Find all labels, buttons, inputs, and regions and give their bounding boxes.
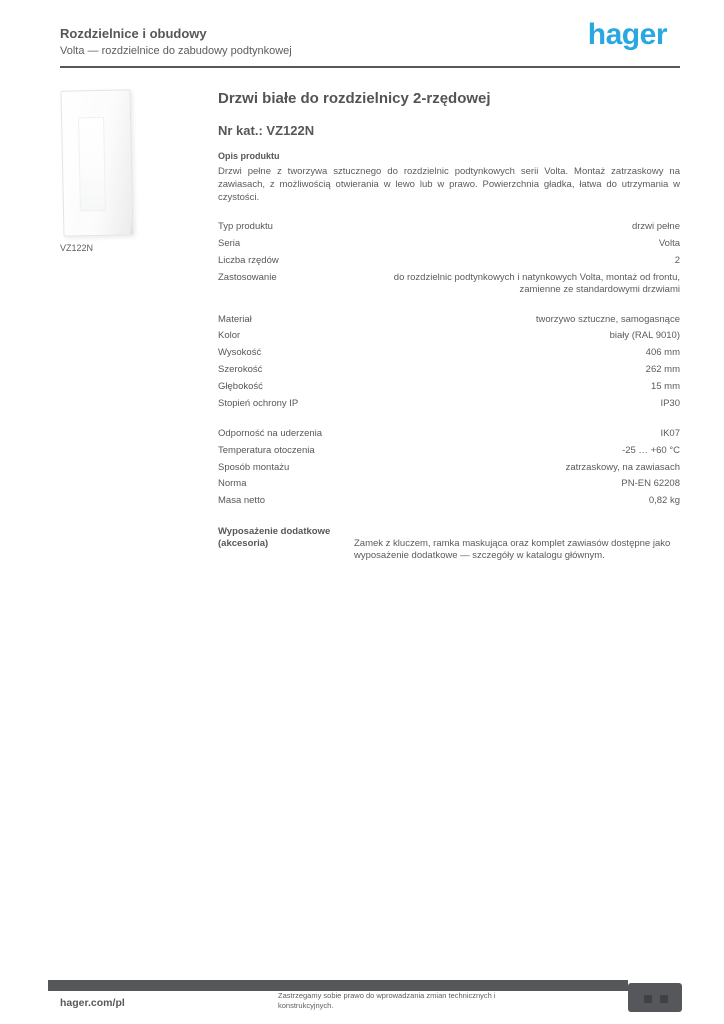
footer-website-link[interactable]: hager.com/pl — [60, 997, 125, 1009]
spec-value: biały (RAL 9010) — [609, 330, 680, 342]
spec-row: Kolor biały (RAL 9010) — [218, 328, 680, 345]
spec-label: Kolor — [218, 330, 241, 342]
spec-row: Wysokość 406 mm — [218, 345, 680, 362]
spec-value: 0,82 kg — [648, 495, 680, 507]
spec-value: do rozdzielnic podtynkowych i natynkowyc… — [393, 271, 680, 295]
product-door-shape — [60, 89, 134, 237]
header-category: Rozdzielnice i obudowy Volta — rozdzieln… — [60, 26, 292, 57]
description-heading: Opis produktu — [218, 150, 280, 161]
spec-label: Materiał — [218, 313, 252, 325]
spec-label: Stopień ochrony IP — [218, 397, 299, 409]
spec-value: -25 … +60 °C — [622, 444, 680, 456]
content-column: Drzwi białe do rozdzielnicy 2-rzędowej N… — [218, 90, 680, 562]
spec-row: Szerokość 262 mm — [218, 362, 680, 379]
spec-label: Typ produktu — [218, 221, 273, 233]
spec-value: 406 mm — [645, 347, 680, 359]
spec-value: 15 mm — [650, 381, 680, 393]
spec-row: Stopień ochrony IP IP30 — [218, 395, 680, 412]
spec-value: Volta — [658, 238, 680, 250]
product-description: Drzwi pełne z tworzywa sztucznego do roz… — [218, 165, 680, 204]
spec-row: Odporność na uderzenia IK07 — [218, 425, 680, 442]
spec-label: Temperatura otoczenia — [218, 444, 315, 456]
header-divider — [60, 66, 680, 68]
footer-divider-bar — [48, 980, 628, 991]
product-reference-caption: VZ122N — [60, 243, 94, 253]
spec-label: Odporność na uderzenia — [218, 427, 323, 439]
spec-label: Norma — [218, 478, 247, 490]
footer-badge — [628, 983, 682, 1012]
spec-row: Temperatura otoczenia -25 … +60 °C — [218, 442, 680, 459]
footer-disclaimer: Zastrzegamy sobie prawo do wprowadzania … — [278, 991, 496, 1010]
spec-row: Materiał tworzywo sztuczne, samogasnące — [218, 311, 680, 328]
spec-label: Liczba rzędów — [218, 254, 279, 266]
spec-row: Sposób montażu zatrzaskowy, na zawiasach — [218, 459, 680, 476]
hager-logo: hager — [587, 18, 668, 51]
spec-value: PN-EN 62208 — [621, 478, 680, 490]
spec-label: Głębokość — [218, 381, 263, 393]
product-title: Drzwi białe do rozdzielnicy 2-rzędowej — [218, 90, 491, 107]
spec-row: Liczba rzędów 2 — [218, 252, 680, 269]
spec-row: Typ produktu drzwi pełne — [218, 219, 680, 236]
spec-value: zatrzaskowy, na zawiasach — [565, 461, 680, 473]
badge-dot-icon — [644, 995, 652, 1003]
spec-row: Głębokość 15 mm — [218, 379, 680, 396]
spec-value: 2 — [674, 254, 680, 266]
extra-info-block: Wyposażenie dodatkowe (akcesoria) Zamek … — [218, 526, 680, 563]
spec-value: tworzywo sztuczne, samogasnące — [535, 313, 680, 325]
category-line-2: Volta — rozdzielnice do zabudowy podtynk… — [60, 45, 292, 57]
spec-label: Seria — [218, 238, 241, 250]
spec-value: drzwi pełne — [631, 221, 680, 233]
extra-info-label: Wyposażenie dodatkowe (akcesoria) — [218, 525, 331, 549]
spec-label: Zastosowanie — [218, 271, 277, 283]
product-door-window — [78, 116, 107, 212]
spec-label: Szerokość — [218, 364, 263, 376]
spec-value: IK07 — [660, 427, 680, 439]
product-image — [60, 88, 138, 238]
spec-table: Typ produktu drzwi pełne Seria Volta Lic… — [218, 219, 680, 510]
badge-dot-icon — [660, 995, 668, 1003]
product-reference: Nr kat.: VZ122N — [218, 122, 315, 138]
spec-row: Zastosowanie do rozdzielnic podtynkowych… — [218, 269, 680, 298]
spec-row: Norma PN-EN 62208 — [218, 476, 680, 493]
extra-info-value: Zamek z kluczem, ramka maskująca oraz ko… — [354, 537, 671, 561]
spec-value: 262 mm — [645, 364, 680, 376]
spec-row: Masa netto 0,82 kg — [218, 493, 680, 510]
category-line-1: Rozdzielnice i obudowy — [60, 26, 207, 41]
spec-label: Wysokość — [218, 347, 262, 359]
spec-value: IP30 — [660, 397, 680, 409]
spec-label: Sposób montażu — [218, 461, 290, 473]
spec-row: Seria Volta — [218, 236, 680, 253]
spec-label: Masa netto — [218, 495, 265, 507]
